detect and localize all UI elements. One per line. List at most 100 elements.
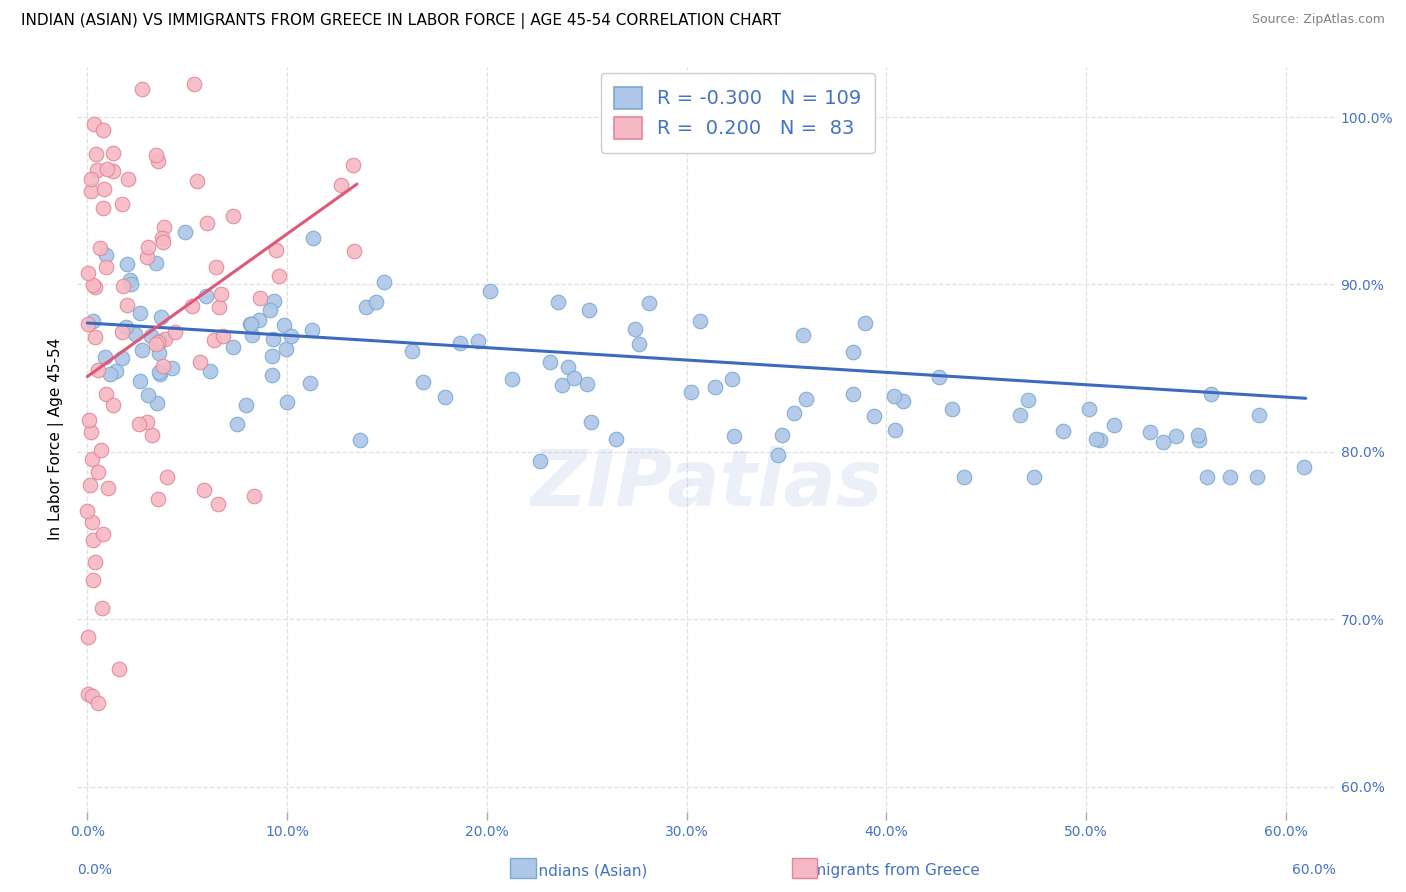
Point [174,225,197,239]
Point [94,350,117,364]
Point [276,394,298,409]
Point [1187,427,1209,442]
Point [264,243,287,257]
Point [1088,434,1111,448]
Point [628,336,651,351]
Point [1246,470,1268,484]
Point [79,477,101,491]
Point [249,291,271,305]
Point [259,303,281,318]
Point [211,329,233,343]
Point [110,351,132,365]
Point [153,220,176,235]
Point [1219,470,1241,484]
Point [330,178,353,192]
Point [782,406,804,420]
Point [209,287,232,301]
Point [226,417,249,432]
Point [153,332,176,346]
Point [239,317,262,331]
Point [343,244,366,258]
Point [148,346,170,360]
Point [145,148,167,162]
Point [101,163,124,178]
Point [267,268,290,283]
Point [704,380,727,394]
Point [87,696,110,710]
Point [1024,470,1046,484]
Point [181,299,204,313]
Point [129,305,152,319]
Point [222,340,245,354]
Point [280,329,302,343]
Point [1139,425,1161,439]
Point [794,392,817,406]
Point [97,481,120,495]
Point [115,319,138,334]
Point [941,402,963,417]
Point [952,470,974,484]
Point [238,318,260,332]
Point [766,448,789,462]
Point [883,389,905,403]
Point [274,342,297,356]
Point [605,433,627,447]
Point [148,153,170,168]
Point [263,294,285,309]
Point [124,326,146,341]
Text: 60.0%: 60.0% [1292,863,1336,878]
Point [891,393,914,408]
Point [188,354,211,368]
Point [863,409,886,424]
Point [547,294,569,309]
Point [557,359,579,374]
Point [551,378,574,392]
Point [111,325,134,339]
Point [529,454,551,468]
Point [93,182,115,196]
Point [76,687,98,701]
Point [91,122,114,136]
Point [301,323,323,337]
Point [77,630,100,644]
Point [579,415,602,429]
Text: Source: ZipAtlas.com: Source: ZipAtlas.com [1251,13,1385,27]
Point [87,465,110,479]
Point [1052,424,1074,438]
Point [115,257,138,271]
Point [150,310,173,325]
Point [349,433,371,447]
Point [200,364,222,378]
Point [249,313,271,327]
Point [148,491,170,506]
Point [80,172,103,186]
Point [262,368,284,382]
Point [76,504,98,518]
Point [104,364,127,378]
Point [145,336,167,351]
Point [120,277,142,291]
Text: INDIAN (ASIAN) VS IMMIGRANTS FROM GREECE IN LABOR FORCE | AGE 45-54 CORRELATION : INDIAN (ASIAN) VS IMMIGRANTS FROM GREECE… [21,13,780,29]
Point [354,300,377,314]
Legend: R = -0.300   N = 109, R =  0.200   N =  83: R = -0.300 N = 109, R = 0.200 N = 83 [600,73,875,153]
Point [89,442,111,457]
Point [118,273,141,287]
Point [83,329,105,343]
Point [193,483,215,498]
Point [222,210,245,224]
Point [240,327,263,342]
Point [80,184,103,198]
Point [273,318,295,333]
Point [1294,459,1316,474]
Point [1188,433,1211,447]
Point [82,278,104,293]
Point [792,328,814,343]
Y-axis label: In Labor Force | Age 45-54: In Labor Force | Age 45-54 [48,338,65,541]
Point [501,372,523,386]
Point [1102,417,1125,432]
Point [623,322,645,336]
Point [235,398,257,412]
Point [136,416,159,430]
Point [86,162,108,177]
Point [1249,408,1271,422]
